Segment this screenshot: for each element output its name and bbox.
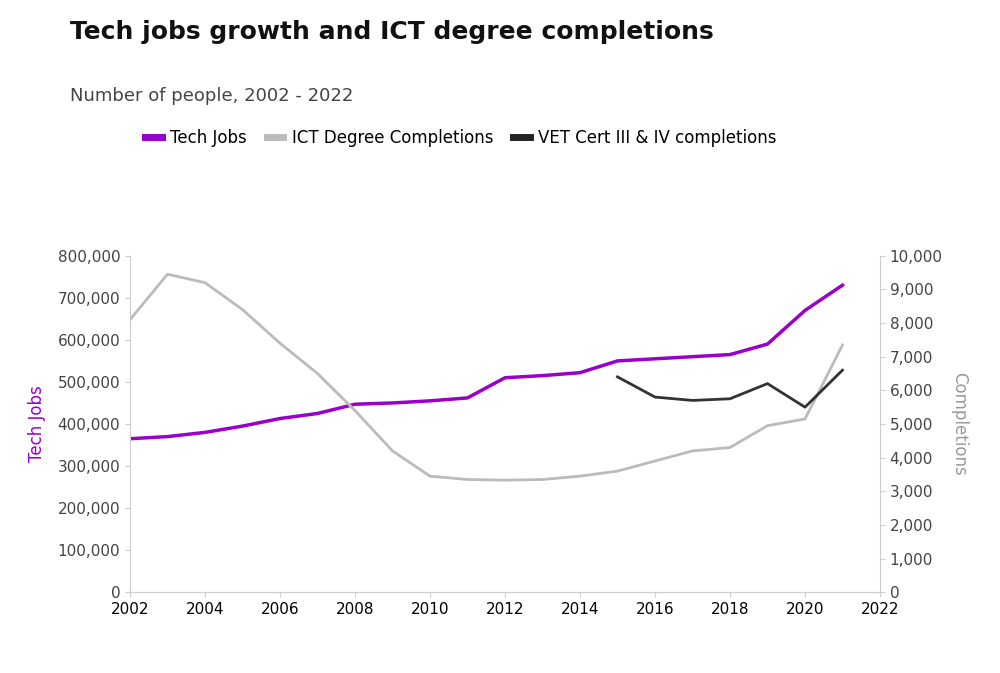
Tech Jobs bbox=[162, 433, 174, 441]
ICT Degree Completions bbox=[799, 415, 811, 423]
Y-axis label: Completions: Completions bbox=[950, 372, 968, 476]
Tech Jobs bbox=[424, 397, 436, 405]
Tech Jobs bbox=[274, 415, 286, 423]
Line: ICT Degree Completions: ICT Degree Completions bbox=[130, 275, 842, 481]
VET Cert III & IV completions bbox=[762, 380, 774, 388]
ICT Degree Completions bbox=[686, 447, 698, 455]
ICT Degree Completions bbox=[312, 369, 324, 378]
Tech Jobs bbox=[536, 371, 548, 380]
ICT Degree Completions bbox=[499, 476, 511, 485]
ICT Degree Completions bbox=[236, 306, 248, 314]
VET Cert III & IV completions bbox=[836, 366, 848, 374]
Tech Jobs bbox=[686, 353, 698, 361]
Tech Jobs bbox=[836, 281, 848, 289]
ICT Degree Completions bbox=[724, 444, 736, 452]
VET Cert III & IV completions bbox=[649, 393, 661, 401]
Line: VET Cert III & IV completions: VET Cert III & IV completions bbox=[618, 370, 842, 407]
Tech Jobs bbox=[649, 355, 661, 363]
ICT Degree Completions bbox=[274, 339, 286, 347]
VET Cert III & IV completions bbox=[686, 396, 698, 404]
ICT Degree Completions bbox=[462, 475, 474, 483]
Tech Jobs bbox=[724, 351, 736, 359]
Tech Jobs bbox=[236, 422, 248, 430]
Tech Jobs bbox=[612, 357, 624, 365]
Tech Jobs bbox=[574, 369, 586, 377]
Tech Jobs bbox=[349, 400, 361, 409]
VET Cert III & IV completions bbox=[799, 403, 811, 411]
Text: Tech jobs growth and ICT degree completions: Tech jobs growth and ICT degree completi… bbox=[70, 20, 714, 44]
VET Cert III & IV completions bbox=[612, 373, 624, 381]
ICT Degree Completions bbox=[536, 475, 548, 483]
Y-axis label: Tech Jobs: Tech Jobs bbox=[28, 386, 46, 462]
ICT Degree Completions bbox=[836, 341, 848, 349]
VET Cert III & IV completions bbox=[724, 394, 736, 402]
Line: Tech Jobs: Tech Jobs bbox=[130, 285, 842, 439]
Tech Jobs bbox=[199, 429, 211, 437]
ICT Degree Completions bbox=[762, 421, 774, 430]
ICT Degree Completions bbox=[574, 472, 586, 481]
Tech Jobs bbox=[799, 306, 811, 314]
Tech Jobs bbox=[312, 409, 324, 417]
Legend: Tech Jobs, ICT Degree Completions, VET Cert III & IV completions: Tech Jobs, ICT Degree Completions, VET C… bbox=[138, 122, 783, 153]
ICT Degree Completions bbox=[199, 279, 211, 287]
Tech Jobs bbox=[462, 394, 474, 402]
Tech Jobs bbox=[499, 374, 511, 382]
ICT Degree Completions bbox=[124, 316, 136, 324]
ICT Degree Completions bbox=[649, 457, 661, 465]
ICT Degree Completions bbox=[424, 472, 436, 481]
Tech Jobs bbox=[386, 399, 398, 407]
Text: Number of people, 2002 - 2022: Number of people, 2002 - 2022 bbox=[70, 87, 353, 106]
ICT Degree Completions bbox=[349, 406, 361, 415]
ICT Degree Completions bbox=[162, 271, 174, 279]
ICT Degree Completions bbox=[386, 447, 398, 455]
Tech Jobs bbox=[124, 435, 136, 443]
Tech Jobs bbox=[762, 340, 774, 348]
ICT Degree Completions bbox=[612, 467, 624, 475]
